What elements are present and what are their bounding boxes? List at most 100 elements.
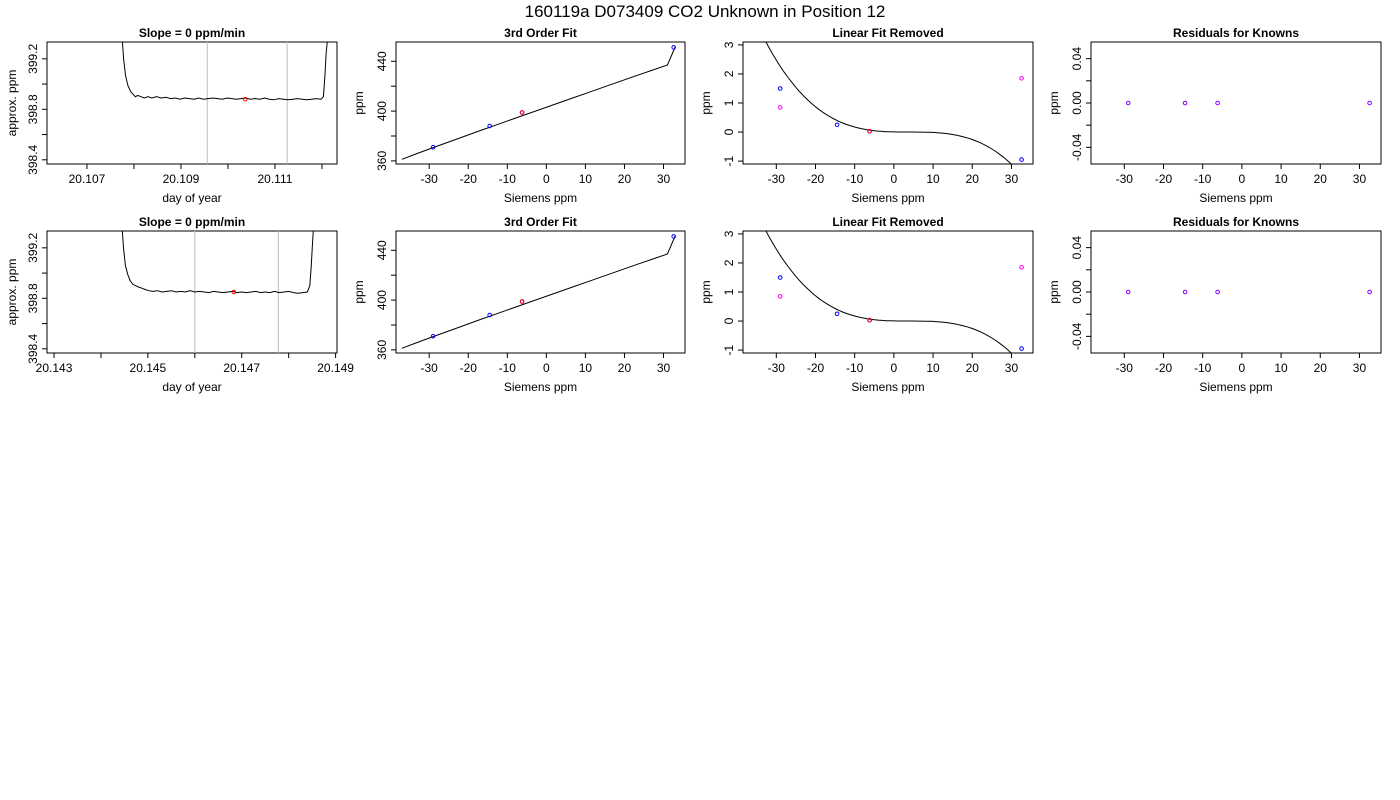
plot-frame: [1090, 41, 1382, 165]
y-axis-label: ppm: [352, 280, 366, 303]
data-point-unknown: [519, 110, 525, 115]
y-tick-label: 0.04: [1070, 236, 1084, 260]
plot-frame: [742, 230, 1034, 354]
panel-title: 3rd Order Fit: [504, 215, 577, 229]
data-point-residual: [1125, 100, 1131, 106]
x-tick-label: 30: [1005, 361, 1019, 375]
x-tick-label: 10: [1274, 361, 1288, 375]
fit-curve: [401, 46, 676, 160]
data-point-unknown: [243, 96, 248, 102]
y-axis-label: ppm: [699, 280, 713, 303]
figure-title: 160119a D073409 CO2 Unknown in Position …: [525, 2, 886, 21]
x-axis-label: Siemens ppm: [504, 191, 577, 205]
x-tick-label: 20.149: [317, 361, 354, 375]
x-tick-label: -20: [807, 172, 825, 186]
y-tick-label: 400: [375, 290, 389, 310]
y-axis-label: ppm: [1047, 91, 1061, 114]
y-tick-label: 0.04: [1070, 47, 1084, 71]
y-tick-label: 400: [375, 101, 389, 121]
y-tick-label: 0: [722, 128, 736, 135]
x-tick-label: -30: [768, 361, 786, 375]
plot-area: [121, 42, 328, 164]
y-tick-label: 440: [375, 51, 389, 71]
y-tick-label: 398.4: [26, 333, 40, 363]
x-tick-label: 30: [657, 361, 671, 375]
x-tick-label: 20.111: [257, 172, 292, 186]
plot-area: [765, 42, 1024, 164]
data-point-known: [671, 234, 677, 239]
plot-area: [765, 231, 1024, 353]
x-tick-label: 20: [1314, 172, 1328, 186]
x-axis-label: Siemens ppm: [1199, 191, 1272, 205]
data-point-magenta: [777, 294, 783, 299]
y-tick-label: 0.00: [1070, 280, 1084, 304]
plot-frame: [46, 41, 338, 165]
x-tick-label: -20: [460, 172, 478, 186]
chart-panel-residuals-1: Residuals for Knowns -30 -20 -10 0 10 20 30 -0.0…: [1047, 26, 1382, 205]
data-point-magenta: [1019, 76, 1024, 81]
x-tick-label: -10: [499, 172, 517, 186]
x-tick-label: -30: [1116, 361, 1134, 375]
y-tick-label: 398.8: [26, 94, 40, 124]
data-point-known: [430, 144, 436, 150]
fit-curve: [401, 235, 676, 349]
y-tick-label: 399.2: [26, 232, 40, 262]
x-tick-label: 10: [926, 361, 940, 375]
y-tick-label: -0.04: [1070, 322, 1084, 350]
x-tick-label: 20.107: [69, 172, 106, 186]
data-point-residual: [1125, 289, 1131, 295]
panel-title: Linear Fit Removed: [832, 26, 943, 40]
x-tick-label: -20: [1155, 172, 1173, 186]
plot-frame: [395, 41, 686, 165]
data-point-known: [487, 123, 493, 129]
y-tick-label: 0.00: [1070, 91, 1084, 115]
x-tick-label: -30: [1116, 172, 1134, 186]
chart-panel-linear-removed-1: Linear Fit Removed-30 -20 -10 0 10 20 30-10123…: [699, 26, 1034, 205]
x-tick-label: -10: [1194, 172, 1212, 186]
x-tick-label: 20: [966, 361, 980, 375]
y-tick-label: 3: [722, 230, 736, 237]
chart-panel-residuals-2: Residuals for Knowns -30 -20 -10 0 10 20 30 -0.0…: [1047, 215, 1382, 394]
y-tick-label: 398.4: [26, 144, 40, 174]
fit-curve: [765, 42, 1012, 164]
x-tick-label: 20: [618, 172, 632, 186]
panel-title: Residuals for Knowns: [1173, 215, 1299, 229]
x-axis-label: Siemens ppm: [851, 380, 924, 394]
chart-panel-fit-1: 3rd Order Fit -30 -20 -10 0 10 20 30 360 400 440 Si…: [352, 26, 686, 205]
data-point-known: [1019, 157, 1024, 162]
data-point-unknown: [519, 299, 525, 304]
data-point-unknown: [867, 317, 872, 323]
data-point-unknown: [867, 128, 872, 134]
data-point-known: [834, 311, 840, 317]
x-tick-label: 0: [891, 172, 898, 186]
trace-line: [121, 231, 314, 294]
y-tick-label: 0: [722, 317, 736, 324]
panel-title: 3rd Order Fit: [504, 26, 577, 40]
x-tick-label: -20: [807, 361, 825, 375]
y-tick-label: 399.2: [26, 43, 40, 73]
x-tick-label: 20.143: [36, 361, 73, 375]
panel-title: Slope = 0 ppm/min: [139, 215, 245, 229]
data-point-residual: [1367, 289, 1372, 295]
x-tick-label: 10: [579, 172, 593, 186]
plot-frame: [395, 230, 686, 354]
y-tick-label: 360: [375, 151, 389, 171]
data-point-residual: [1182, 289, 1188, 295]
data-point-known: [834, 122, 840, 128]
panel-title: Slope = 0 ppm/min: [139, 26, 245, 40]
data-point-known: [777, 275, 783, 280]
x-tick-label: -10: [846, 361, 864, 375]
y-tick-label: 398.8: [26, 283, 40, 313]
y-axis-label: ppm: [352, 91, 366, 114]
x-tick-label: 20.145: [130, 361, 167, 375]
y-tick-label: 1: [722, 288, 736, 295]
x-tick-label: 10: [1274, 172, 1288, 186]
data-point-magenta: [1019, 265, 1024, 270]
x-tick-label: 20.147: [223, 361, 260, 375]
plot-area: [121, 231, 314, 353]
x-axis-label: day of year: [162, 380, 221, 394]
x-axis-label: day of year: [162, 191, 221, 205]
x-tick-label: 30: [657, 172, 671, 186]
x-tick-label: 20: [618, 361, 632, 375]
